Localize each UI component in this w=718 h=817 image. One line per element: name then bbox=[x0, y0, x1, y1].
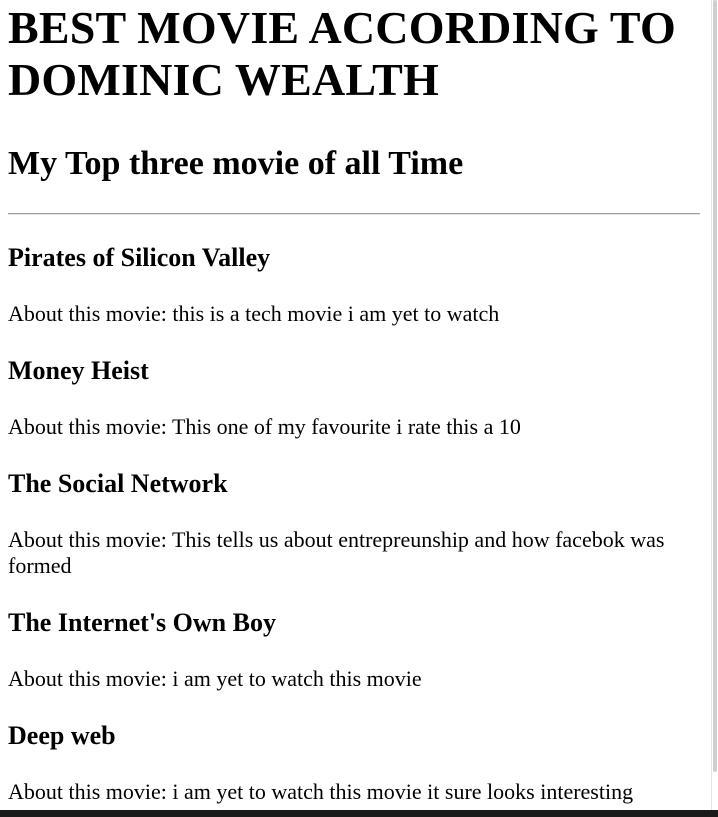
scrollbar-thumb[interactable] bbox=[713, 0, 717, 772]
movie-title: The Internet's Own Boy bbox=[8, 608, 276, 637]
movie-title: The Social Network bbox=[8, 469, 228, 498]
page-content: BEST MOVIE ACCORDING TO DOMINIC WEALTH M… bbox=[8, 0, 700, 805]
movie-item: Money Heist About this movie: This one o… bbox=[8, 355, 700, 440]
movie-description: About this movie: This tells us about en… bbox=[8, 527, 665, 578]
movie-item: The Social Network About this movie: Thi… bbox=[8, 468, 700, 579]
movie-title: Money Heist bbox=[8, 356, 149, 385]
vertical-scrollbar[interactable] bbox=[711, 0, 718, 810]
movie-description: About this movie: i am yet to watch this… bbox=[8, 779, 634, 804]
movie-title: Deep web bbox=[8, 721, 116, 750]
movie-title: Pirates of Silicon Valley bbox=[8, 243, 271, 272]
section-divider bbox=[8, 213, 700, 215]
movie-item: Pirates of Silicon Valley About this mov… bbox=[8, 242, 700, 327]
movie-item: Deep web About this movie: i am yet to w… bbox=[8, 720, 700, 805]
movie-description: About this movie: This one of my favouri… bbox=[8, 414, 521, 439]
page-subtitle: My Top three movie of all Time bbox=[8, 145, 464, 182]
movie-description: About this movie: i am yet to watch this… bbox=[8, 666, 422, 691]
movie-description: About this movie: this is a tech movie i… bbox=[8, 301, 500, 326]
bottom-edge-bar bbox=[0, 810, 718, 817]
movie-item: The Internet's Own Boy About this movie:… bbox=[8, 607, 700, 692]
page-title: BEST MOVIE ACCORDING TO DOMINIC WEALTH bbox=[8, 2, 676, 105]
